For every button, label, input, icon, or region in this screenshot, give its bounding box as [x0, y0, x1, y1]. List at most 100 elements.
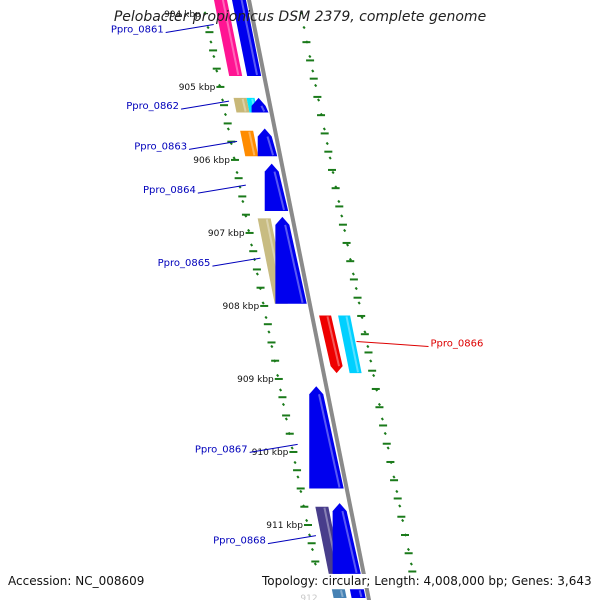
genome-backbone [246, 0, 372, 600]
scale-dot-right [308, 54, 312, 59]
scale-dot-right [331, 170, 335, 175]
scale-dot-right [386, 446, 390, 450]
scale-label: 906 kbp [193, 156, 230, 166]
scale-dot-left [267, 330, 271, 334]
scale-label: 912 [300, 594, 317, 600]
feature-highlight [318, 394, 341, 488]
feature-shape [264, 163, 289, 212]
scale-dot-left [278, 388, 283, 392]
scale-dot-right [311, 69, 315, 73]
feature-plus-gene-8 [264, 163, 289, 212]
scale-dot-right [351, 272, 355, 276]
scale-dot-left [255, 272, 259, 276]
scale-dot-left [209, 40, 213, 44]
feature-highlight [273, 171, 285, 211]
gene-label-connector [180, 100, 230, 110]
feature-highlight [284, 224, 304, 303]
scale-dot-right [363, 330, 367, 334]
scale-dot-right [383, 431, 387, 436]
scale-dot-left [203, 11, 207, 15]
scale-dot-left [235, 170, 239, 175]
feature-highlight [240, 0, 258, 76]
scale-dot-right [354, 286, 358, 291]
feature-shape [251, 97, 269, 113]
feature-highlight [241, 98, 247, 112]
scale-dot-left [226, 127, 230, 131]
scale-dot-left [264, 315, 268, 320]
feature-highlight [221, 0, 240, 76]
scale-dot-left [296, 475, 300, 479]
scale-dot-right [366, 344, 370, 349]
scale-label: 909 kbp [237, 375, 274, 385]
gene-label-connector [267, 535, 317, 545]
scale-dot-left [223, 112, 227, 117]
feature-highlight [266, 136, 275, 156]
feature-highlight [358, 589, 363, 598]
scale-dot-left [284, 417, 288, 421]
scale-label: 910 kbp [252, 448, 289, 458]
feature-minus-cog-11 [338, 315, 362, 374]
scale-dot-right [299, 11, 303, 15]
scale-dot-right [401, 518, 405, 523]
scale-label: 911 kbp [266, 521, 303, 531]
gene-label-ppro_0865: Ppro_0865 [158, 258, 211, 269]
scale-dot-left [299, 489, 303, 494]
feature-plus-cog-1 [214, 0, 243, 76]
scale-dot-left [221, 98, 225, 102]
scale-dot-right [314, 83, 318, 88]
gene-label-ppro_0867: Ppro_0867 [195, 444, 248, 455]
scale-dot-right [328, 156, 332, 160]
feature-plus-gene-17 [349, 589, 366, 598]
scale-dot-left [270, 344, 274, 349]
scale-label: 907 kbp [208, 229, 245, 239]
scale-dot-right [343, 228, 347, 233]
scale-dot-left [247, 228, 251, 233]
scale-dot-right [325, 141, 329, 146]
feature-shape [214, 0, 243, 76]
feature-highlight [345, 316, 360, 373]
feature-minus-gene-12 [319, 315, 343, 374]
feature-shape [257, 128, 278, 157]
scale-dot-left [212, 54, 216, 59]
scale-dot-right [337, 199, 341, 204]
gene-label-ppro_0863: Ppro_0863 [134, 141, 187, 152]
scale-dot-left [313, 562, 317, 566]
scale-dot-right [340, 214, 344, 218]
scale-dot-left [215, 69, 219, 73]
scale-dot-left [293, 460, 297, 465]
scale-dot-right [392, 475, 396, 479]
scale-dot-left [276, 373, 280, 378]
gene-label-connector [197, 184, 246, 194]
scale-dot-right [409, 562, 413, 566]
scale-dot-right [372, 373, 376, 378]
gene-label-connector [356, 340, 429, 347]
feature-plus-gene-5 [251, 97, 269, 113]
scale-dot-right [406, 547, 411, 552]
feature-shape [332, 503, 361, 574]
scale-dot-right [377, 402, 382, 407]
scale-dot-left [232, 156, 236, 160]
feature-highlight [339, 589, 344, 598]
scale-label: 905 kbp [179, 83, 216, 93]
feature-shape [275, 216, 307, 304]
gene-label-ppro_0866: Ppro_0866 [430, 338, 483, 349]
scale-dot-right [316, 98, 321, 102]
scale-label: 908 kbp [223, 302, 260, 312]
scale-label: 904 kbp [164, 10, 201, 20]
feature-highlight [341, 510, 358, 574]
scale-dot-right [322, 127, 326, 131]
feature-shape [233, 97, 250, 113]
feature-shape [338, 315, 362, 374]
map-title: Pelobacter propionicus DSM 2379, complet… [113, 9, 487, 25]
gene-label-connector [165, 24, 214, 33]
genome-summary-text: Topology: circular; Length: 4,008,000 bp… [262, 574, 592, 588]
scale-dot-right [302, 25, 306, 30]
gene-label-connector [249, 443, 298, 453]
feature-plus-cog-16 [331, 589, 347, 598]
gene-label-ppro_0864: Ppro_0864 [143, 185, 196, 196]
feature-shape [240, 130, 259, 157]
feature-highlight [248, 131, 256, 156]
feature-highlight [260, 105, 266, 112]
feature-plus-gene-10 [275, 216, 307, 304]
feature-shape [331, 589, 347, 598]
